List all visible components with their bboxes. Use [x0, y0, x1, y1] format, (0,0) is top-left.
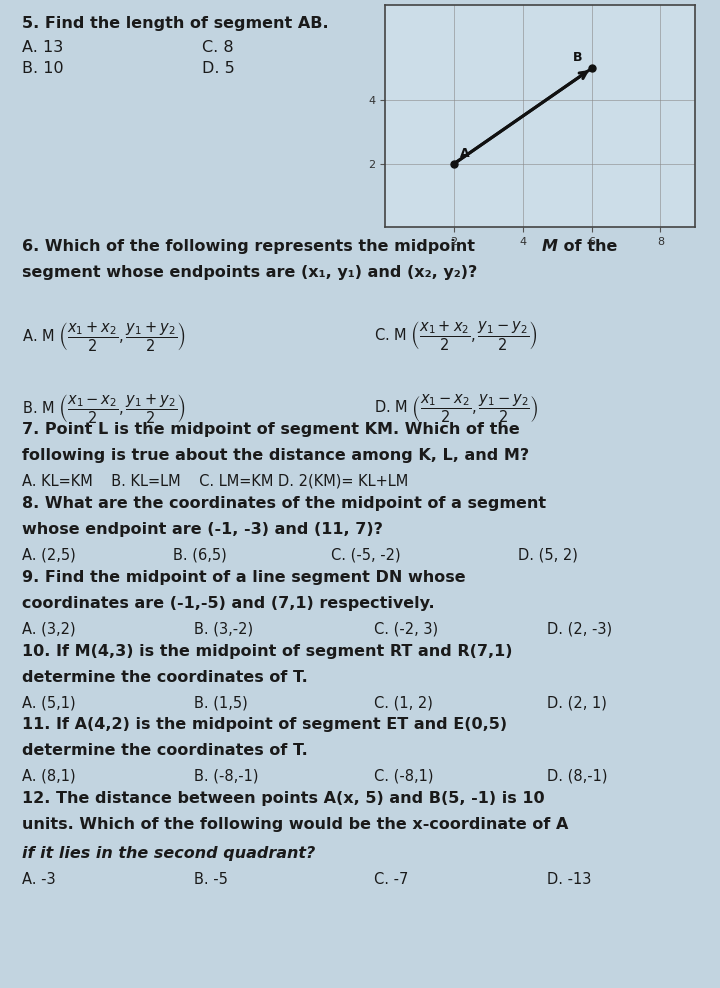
Text: A. (3,2): A. (3,2): [22, 621, 75, 636]
Text: D. -13: D. -13: [547, 872, 592, 887]
Text: A. (5,1): A. (5,1): [22, 696, 75, 710]
Text: determine the coordinates of T.: determine the coordinates of T.: [22, 670, 307, 685]
Text: B. (6,5): B. (6,5): [173, 547, 227, 562]
Text: C. (-2, 3): C. (-2, 3): [374, 621, 438, 636]
Text: A. KL=KM    B. KL=LM    C. LM=KM D. 2(KM)= KL+LM: A. KL=KM B. KL=LM C. LM=KM D. 2(KM)= KL+…: [22, 473, 408, 488]
Text: A. -3: A. -3: [22, 872, 55, 887]
Text: 11. If A(4,2) is the midpoint of segment ET and E(0,5): 11. If A(4,2) is the midpoint of segment…: [22, 717, 507, 732]
Text: units. Which of the following would be the x-coordinate of A: units. Which of the following would be t…: [22, 817, 568, 832]
Text: whose endpoint are (-1, -3) and (11, 7)?: whose endpoint are (-1, -3) and (11, 7)?: [22, 522, 382, 536]
Text: following is true about the distance among K, L, and M?: following is true about the distance amo…: [22, 448, 528, 462]
Text: of the: of the: [558, 239, 617, 254]
Text: C. M $\left(\dfrac{x_1+x_2}{2},\dfrac{y_1-y_2}{2}\right)$: C. M $\left(\dfrac{x_1+x_2}{2},\dfrac{y_…: [374, 320, 539, 354]
Text: C. (1, 2): C. (1, 2): [374, 696, 433, 710]
Text: determine the coordinates of T.: determine the coordinates of T.: [22, 743, 307, 758]
Text: B. -5: B. -5: [194, 872, 228, 887]
Text: C. 8: C. 8: [202, 40, 233, 54]
Text: 5. Find the length of segment AB.: 5. Find the length of segment AB.: [22, 16, 328, 31]
Text: 8. What are the coordinates of the midpoint of a segment: 8. What are the coordinates of the midpo…: [22, 496, 546, 511]
Text: C. (-5, -2): C. (-5, -2): [331, 547, 401, 562]
Text: B. M $\left(\dfrac{x_1-x_2}{2},\dfrac{y_1+y_2}{2}\right)$: B. M $\left(\dfrac{x_1-x_2}{2},\dfrac{y_…: [22, 392, 186, 426]
Text: 7. Point L is the midpoint of segment KM. Which of the: 7. Point L is the midpoint of segment KM…: [22, 422, 519, 437]
Text: D. (2, -3): D. (2, -3): [547, 621, 612, 636]
Text: A. (8,1): A. (8,1): [22, 769, 75, 783]
Text: D. M $\left(\dfrac{x_1-x_2}{2},\dfrac{y_1-y_2}{2}\right)$: D. M $\left(\dfrac{x_1-x_2}{2},\dfrac{y_…: [374, 392, 539, 425]
Text: M: M: [541, 239, 557, 254]
Text: C. -7: C. -7: [374, 872, 409, 887]
Text: 9. Find the midpoint of a line segment DN whose: 9. Find the midpoint of a line segment D…: [22, 570, 465, 585]
Text: B. (-8,-1): B. (-8,-1): [194, 769, 259, 783]
Text: A. M $\left(\dfrac{x_1+x_2}{2},\dfrac{y_1+y_2}{2}\right)$: A. M $\left(\dfrac{x_1+x_2}{2},\dfrac{y_…: [22, 320, 186, 354]
Text: segment whose endpoints are (x₁, y₁) and (x₂, y₂)?: segment whose endpoints are (x₁, y₁) and…: [22, 265, 477, 280]
Text: D. (5, 2): D. (5, 2): [518, 547, 578, 562]
Text: 12. The distance between points A(x, 5) and B(5, -1) is 10: 12. The distance between points A(x, 5) …: [22, 791, 544, 806]
Text: A. (2,5): A. (2,5): [22, 547, 76, 562]
Text: if it lies in the second quadrant?: if it lies in the second quadrant?: [22, 846, 315, 861]
Text: coordinates are (-1,-5) and (7,1) respectively.: coordinates are (-1,-5) and (7,1) respec…: [22, 596, 434, 611]
Text: C. (-8,1): C. (-8,1): [374, 769, 434, 783]
Text: D. 5: D. 5: [202, 61, 234, 76]
Text: A. 13: A. 13: [22, 40, 63, 54]
Text: D. (8,-1): D. (8,-1): [547, 769, 608, 783]
Text: 6. Which of the following represents the midpoint: 6. Which of the following represents the…: [22, 239, 480, 254]
Text: D. (2, 1): D. (2, 1): [547, 696, 607, 710]
Text: B. (3,-2): B. (3,-2): [194, 621, 253, 636]
Text: A: A: [460, 147, 470, 160]
Text: B. 10: B. 10: [22, 61, 63, 76]
Text: B: B: [572, 50, 582, 63]
Text: 10. If M(4,3) is the midpoint of segment RT and R(7,1): 10. If M(4,3) is the midpoint of segment…: [22, 644, 512, 659]
Text: B. (1,5): B. (1,5): [194, 696, 248, 710]
